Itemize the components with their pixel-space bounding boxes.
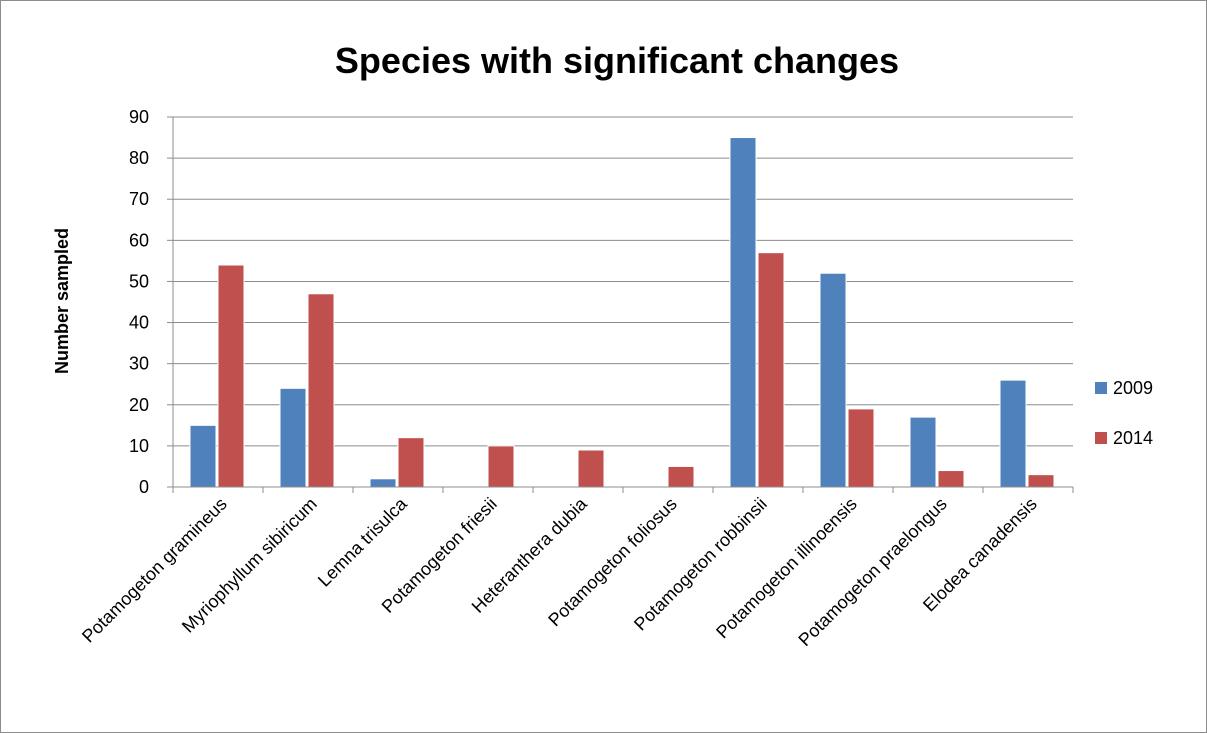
legend-swatch-2009 bbox=[1095, 382, 1107, 394]
x-category-label: Lemna trisulca bbox=[314, 493, 412, 591]
x-category-label: Potamogeton praelongus bbox=[794, 494, 950, 650]
bar-2014-0 bbox=[217, 264, 245, 488]
bar-2014-1 bbox=[307, 293, 335, 488]
bar-2009-8 bbox=[909, 416, 937, 488]
y-tick-label: 70 bbox=[129, 189, 149, 209]
legend-label-2009: 2009 bbox=[1113, 378, 1153, 398]
legend: 2009 2014 bbox=[1095, 378, 1153, 448]
bar-2014-7 bbox=[847, 408, 875, 488]
bar-2009-7 bbox=[819, 272, 847, 488]
bar-2009-0 bbox=[189, 424, 217, 488]
bar-2009-6 bbox=[729, 137, 757, 488]
y-tick-label: 10 bbox=[129, 436, 149, 456]
y-tick-label: 20 bbox=[129, 395, 149, 415]
bar-2014-8 bbox=[937, 470, 965, 488]
y-tick-label: 0 bbox=[139, 477, 149, 497]
bar-2014-5 bbox=[667, 465, 695, 488]
bar-2014-4 bbox=[577, 449, 605, 488]
bar-2014-2 bbox=[397, 437, 425, 488]
y-tick-labels: 0 10 20 30 40 50 60 70 80 90 bbox=[129, 107, 149, 497]
bar-2014-3 bbox=[487, 445, 515, 488]
y-axis-title: Number sampled bbox=[52, 228, 72, 374]
axes bbox=[172, 117, 1074, 493]
y-tick-label: 50 bbox=[129, 271, 149, 291]
bar-2009-2 bbox=[369, 478, 397, 488]
bar-2014-9 bbox=[1027, 474, 1055, 488]
x-category-label: Potamogeton gramineus bbox=[78, 494, 231, 647]
y-tick-label: 60 bbox=[129, 230, 149, 250]
legend-swatch-2014 bbox=[1095, 432, 1107, 444]
y-tick-label: 40 bbox=[129, 313, 149, 333]
y-tick-label: 90 bbox=[129, 107, 149, 127]
bar-2014-6 bbox=[757, 252, 785, 488]
legend-label-2014: 2014 bbox=[1113, 428, 1153, 448]
y-tick-label: 80 bbox=[129, 148, 149, 168]
bar-2009-1 bbox=[279, 387, 307, 488]
chart-title: Species with significant changes bbox=[335, 40, 899, 81]
bars bbox=[189, 137, 1055, 488]
bar-2009-9 bbox=[999, 379, 1027, 488]
y-tick-label: 30 bbox=[129, 354, 149, 374]
